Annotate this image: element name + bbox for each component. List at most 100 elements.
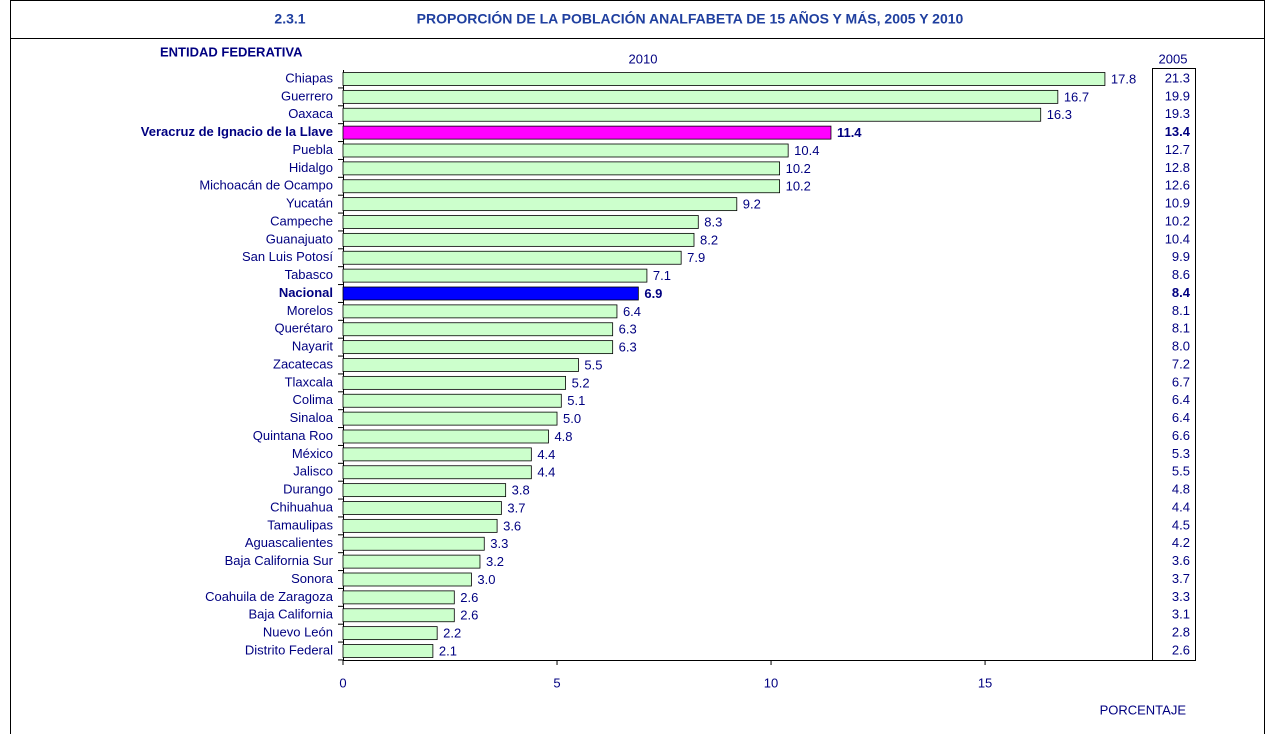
category-label: Querétaro xyxy=(274,321,333,336)
x-tick-label: 15 xyxy=(978,675,992,690)
frame xyxy=(10,0,1265,734)
column-value: 6.4 xyxy=(1172,392,1190,407)
value-label: 3.2 xyxy=(486,554,504,569)
bar xyxy=(342,644,434,658)
category-label: Nacional xyxy=(279,285,333,300)
bar xyxy=(342,501,502,515)
category-label: México xyxy=(292,446,333,461)
category-label: Yucatán xyxy=(286,196,333,211)
bar xyxy=(342,107,1042,122)
category-label: Quintana Roo xyxy=(253,428,333,443)
bar xyxy=(342,626,438,641)
bar xyxy=(342,125,832,140)
value-label: 2.6 xyxy=(460,608,478,623)
value-label: 3.8 xyxy=(512,483,530,498)
value-label: 10.4 xyxy=(794,143,819,158)
bar xyxy=(342,143,789,158)
x-tick-label: 0 xyxy=(339,675,346,690)
column-value: 19.9 xyxy=(1165,88,1190,103)
series-name: 2010 xyxy=(629,51,658,66)
column-header: 2005 xyxy=(1159,51,1188,66)
bar xyxy=(342,483,507,498)
column-value: 3.7 xyxy=(1172,571,1190,586)
category-label: Guanajuato xyxy=(266,231,333,246)
bar xyxy=(342,447,532,462)
bar xyxy=(342,590,455,605)
column-value: 10.2 xyxy=(1165,213,1190,228)
category-label: Oaxaca xyxy=(288,106,334,121)
value-label: 4.4 xyxy=(537,465,555,480)
category-label: San Luis Potosí xyxy=(242,249,333,264)
category-label: Distrito Federal xyxy=(245,642,333,657)
value-label: 5.2 xyxy=(572,375,590,390)
value-label: 7.1 xyxy=(653,268,671,283)
category-label: Guerrero xyxy=(281,88,333,103)
value-label: 5.5 xyxy=(584,357,602,372)
category-label: Chiapas xyxy=(285,70,333,85)
bar xyxy=(342,179,781,194)
column-value: 8.1 xyxy=(1172,303,1190,318)
value-label: 6.9 xyxy=(644,286,662,301)
bar xyxy=(342,465,532,480)
column-value: 12.8 xyxy=(1165,160,1190,175)
category-label: Tamaulipas xyxy=(267,517,333,532)
category-label: Nuevo León xyxy=(263,625,333,640)
column-value: 12.6 xyxy=(1165,178,1190,193)
category-label: Puebla xyxy=(293,142,334,157)
value-label: 4.4 xyxy=(537,447,555,462)
category-label: Morelos xyxy=(287,303,334,318)
bar xyxy=(342,608,455,623)
value-label: 4.8 xyxy=(554,429,572,444)
category-label: Veracruz de Ignacio de la Llave xyxy=(141,124,333,139)
bar xyxy=(342,197,738,212)
bar xyxy=(342,358,579,372)
value-label: 3.7 xyxy=(507,500,525,515)
value-label: 16.3 xyxy=(1047,107,1072,122)
column-value: 8.6 xyxy=(1172,267,1190,282)
bar xyxy=(342,89,1059,104)
category-label: Zacatecas xyxy=(273,356,333,371)
value-label: 3.6 xyxy=(503,518,521,533)
bar xyxy=(342,536,485,551)
column-value: 3.6 xyxy=(1172,553,1190,568)
column-value: 7.2 xyxy=(1172,356,1190,371)
category-label: Nayarit xyxy=(292,339,334,354)
category-label: Coahuila de Zaragoza xyxy=(205,589,334,604)
y-axis-title: ENTIDAD FEDERATIVA xyxy=(160,44,303,59)
bar xyxy=(342,518,498,533)
column-value: 19.3 xyxy=(1165,106,1190,121)
category-label: Colima xyxy=(293,392,334,407)
value-label: 10.2 xyxy=(786,179,811,194)
column-value: 8.4 xyxy=(1172,285,1191,300)
value-label: 7.9 xyxy=(687,250,705,265)
value-label: 8.2 xyxy=(700,232,718,247)
value-label: 11.4 xyxy=(837,125,862,140)
category-label: Baja California Sur xyxy=(225,553,334,568)
value-label: 2.1 xyxy=(439,643,457,658)
x-axis-title: PORCENTAJE xyxy=(1100,702,1187,717)
category-label: Sinaloa xyxy=(290,410,334,425)
column-value: 4.5 xyxy=(1172,517,1190,532)
column-value: 6.6 xyxy=(1172,428,1190,443)
value-label: 10.2 xyxy=(786,161,811,176)
category-label: Tabasco xyxy=(285,267,333,282)
category-label: Jalisco xyxy=(293,464,333,479)
column-value: 3.3 xyxy=(1172,589,1190,604)
column-value: 4.8 xyxy=(1172,482,1190,497)
bar xyxy=(342,429,549,444)
column-value: 4.2 xyxy=(1172,535,1190,550)
column-value: 6.4 xyxy=(1172,410,1190,425)
column-value: 5.5 xyxy=(1172,464,1190,479)
column-value: 5.3 xyxy=(1172,446,1190,461)
bar xyxy=(342,572,472,587)
column-value: 10.9 xyxy=(1165,196,1190,211)
bar xyxy=(342,161,781,176)
bar xyxy=(342,72,1106,86)
value-label: 16.7 xyxy=(1064,89,1089,104)
category-label: Hidalgo xyxy=(289,160,333,175)
bar xyxy=(342,322,614,337)
column-value: 21.3 xyxy=(1165,70,1190,85)
column-value: 2.8 xyxy=(1172,625,1190,640)
bar xyxy=(342,393,562,408)
